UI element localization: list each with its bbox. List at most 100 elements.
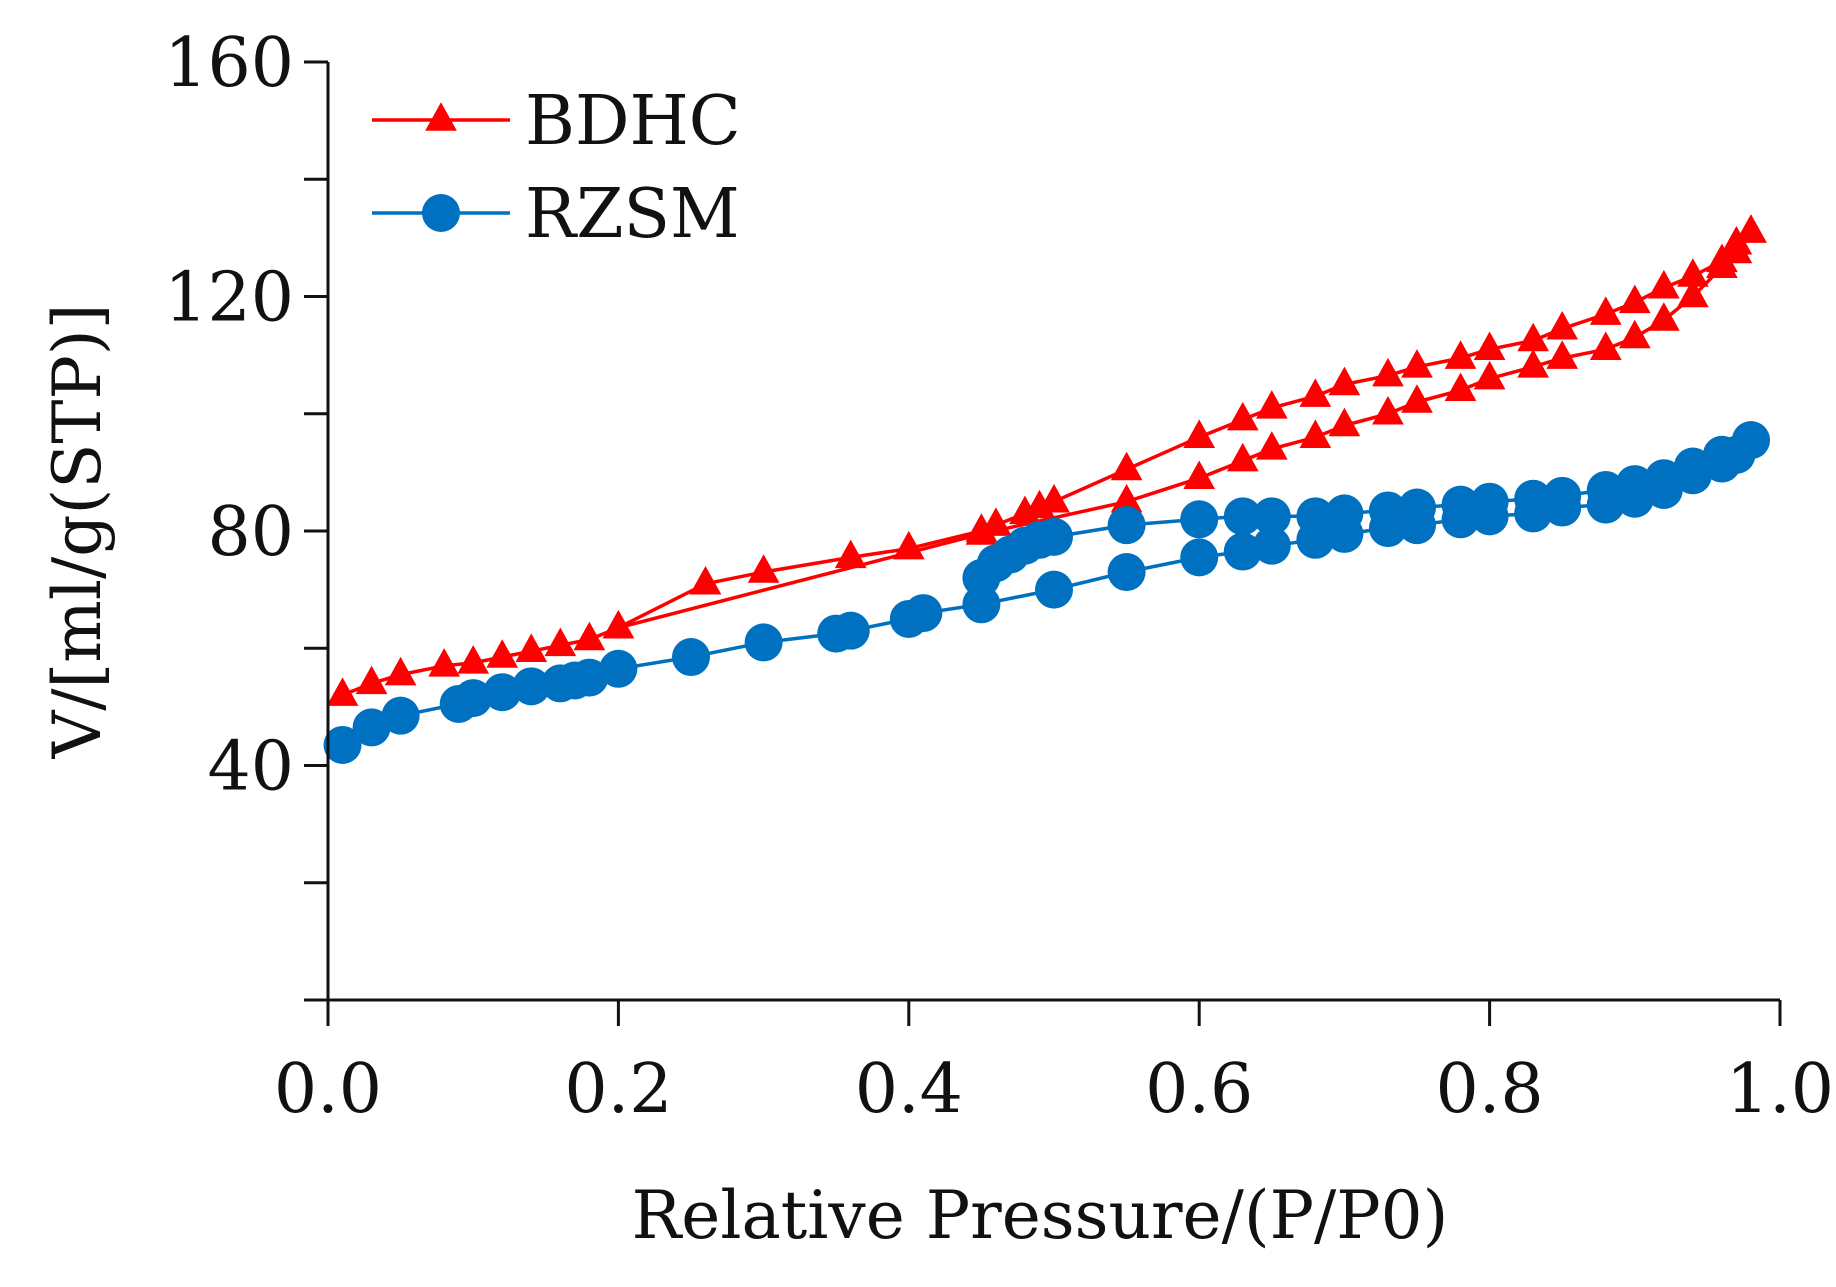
bdhc-point <box>1473 360 1506 390</box>
x-tick-label: 0.2 <box>564 1050 672 1129</box>
bdhc-point <box>1706 243 1738 273</box>
bdhc-point <box>515 633 548 662</box>
series-bdhc <box>326 214 1767 706</box>
rzsm-point <box>744 623 783 662</box>
rzsm-point <box>323 725 362 764</box>
bdhc-point <box>1647 302 1680 331</box>
rzsm-point <box>1702 435 1741 474</box>
axes-layer: 160 120 80 40 0.0 0.2 0.4 0.6 0.8 1.0 <box>164 24 1834 1129</box>
bdhc-point <box>1647 269 1680 299</box>
legend: BDHC RZSM <box>372 82 741 254</box>
rzsm-point <box>1398 488 1436 527</box>
bdhc-point <box>1677 258 1709 287</box>
bdhc-point <box>1328 407 1361 437</box>
bdhc-point <box>1589 296 1622 325</box>
series-rzsm <box>323 421 1770 764</box>
rzsm-point <box>1543 476 1582 515</box>
rzsm-point <box>904 594 943 633</box>
rzsm-point <box>962 558 1001 597</box>
rzsm-point <box>1615 465 1654 504</box>
rzsm-point <box>1180 500 1219 539</box>
bdhc-point <box>1226 442 1259 472</box>
rzsm-point <box>599 649 638 688</box>
rzsm-point <box>1107 553 1146 592</box>
bdhc-point <box>1299 419 1332 448</box>
rzsm-point <box>672 638 710 677</box>
y-tick-label: 120 <box>164 259 294 338</box>
legend-item-rzsm: RZSM <box>372 175 740 254</box>
bdhc-point <box>1110 451 1143 481</box>
bdhc-point <box>326 677 359 706</box>
bdhc-point <box>1517 322 1550 352</box>
rzsm-point <box>1731 421 1770 460</box>
rzsm-point <box>454 679 493 718</box>
bdhc-point <box>1328 366 1361 396</box>
legend-item-bdhc: BDHC <box>372 82 741 161</box>
bdhc-point <box>1372 357 1404 387</box>
x-tick-label: 0.4 <box>855 1050 963 1129</box>
bdhc-point <box>1720 225 1753 255</box>
rzsm-point <box>1223 497 1262 536</box>
bdhc-point <box>965 513 998 542</box>
legend-label-bdhc: BDHC <box>525 82 741 161</box>
bdhc-point <box>602 609 635 639</box>
rzsm-point <box>352 708 391 747</box>
bdhc-point <box>1255 390 1288 419</box>
rzsm-point <box>381 696 420 735</box>
bdhc-point <box>486 639 519 668</box>
bdhc-point <box>1618 319 1651 349</box>
bdhc-point <box>1589 331 1622 361</box>
y-tick-label: 80 <box>207 493 294 572</box>
bdhc-point <box>1677 278 1709 308</box>
rzsm-point <box>1107 506 1146 545</box>
y-tick-label: 160 <box>164 24 294 103</box>
rzsm-point <box>1673 447 1712 486</box>
bdhc-adsorption-line <box>341 230 1753 697</box>
rzsm-point <box>1514 479 1553 518</box>
x-tick-label: 1.0 <box>1726 1050 1834 1129</box>
rzsm-point <box>1035 570 1073 609</box>
bdhc-point <box>384 656 417 686</box>
rzsm-point <box>1325 494 1364 533</box>
bdhc-point <box>1401 384 1433 413</box>
bdhc-point <box>1546 340 1579 369</box>
bdhc-point <box>689 565 722 595</box>
bdhc-point <box>1183 419 1216 448</box>
legend-label-rzsm: RZSM <box>525 175 740 254</box>
bdhc-point <box>834 539 867 569</box>
bdhc-point <box>1735 214 1767 243</box>
rzsm-point <box>1644 459 1683 498</box>
x-tick-label: 0.8 <box>1436 1050 1544 1129</box>
rzsm-point <box>1470 482 1509 521</box>
bdhc-point <box>1444 372 1477 402</box>
x-axis-title: Relative Pressure/(P/P0) <box>632 1177 1449 1254</box>
x-tick-label: 0.0 <box>274 1050 382 1129</box>
legend-marker-bdhc <box>425 102 457 131</box>
rzsm-point <box>512 667 551 706</box>
bdhc-point <box>892 530 925 560</box>
bdhc-point <box>544 627 577 657</box>
series-layer <box>323 214 1770 764</box>
rzsm-point <box>570 658 609 697</box>
bdhc-point <box>1473 331 1506 361</box>
bdhc-point <box>1299 378 1332 407</box>
y-axis-title: V/[ml/g(STP)] <box>39 304 116 760</box>
bdhc-point <box>1618 284 1651 314</box>
bdhc-point <box>355 665 388 695</box>
bdhc-point <box>457 645 490 674</box>
rzsm-point <box>831 611 870 650</box>
rzsm-point <box>483 673 522 712</box>
bdhc-point <box>573 621 606 651</box>
rzsm-point <box>1368 491 1407 530</box>
rzsm-point <box>962 585 1001 624</box>
bdhc-point <box>428 648 461 677</box>
bdhc-point <box>1546 310 1579 340</box>
bdhc-point <box>1517 349 1550 378</box>
rzsm-point <box>1252 526 1291 565</box>
rzsm-point <box>1223 532 1262 571</box>
legend-marker-rzsm <box>422 194 460 232</box>
bdhc-point <box>1009 495 1041 525</box>
rzsm-point <box>1296 497 1335 536</box>
